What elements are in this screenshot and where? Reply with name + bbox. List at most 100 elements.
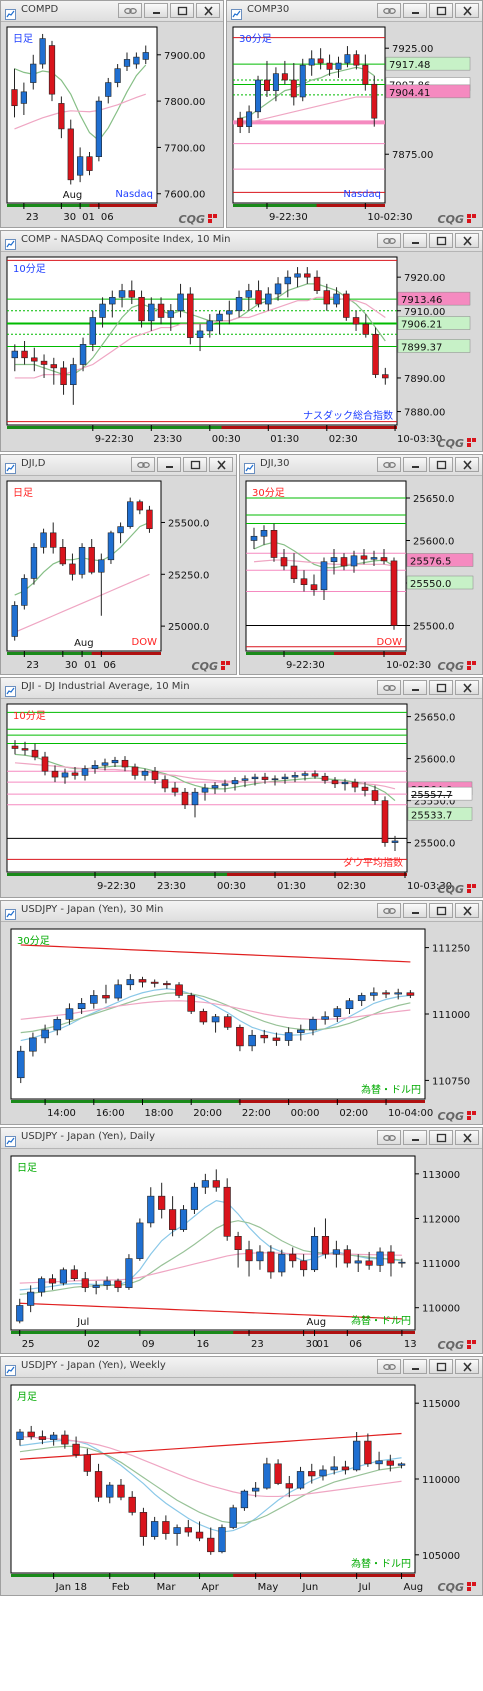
candlestick[interactable] (281, 60, 288, 85)
candlestick[interactable] (284, 270, 292, 298)
candlestick[interactable] (216, 310, 223, 335)
candlestick[interactable] (161, 775, 169, 793)
candlestick[interactable] (151, 767, 159, 784)
candlestick[interactable] (274, 1459, 282, 1486)
window-titlebar[interactable]: COMP30 (227, 1, 482, 22)
candlestick[interactable] (111, 756, 119, 767)
candlestick[interactable] (163, 980, 171, 989)
chart-canvas[interactable]: 7900.00 7800.00 7700.00 7600.00 23 30 01 06 Aug 日… (1, 22, 223, 228)
candlestick[interactable] (131, 763, 139, 780)
candlestick[interactable] (245, 283, 253, 311)
candlestick[interactable] (248, 1029, 256, 1052)
restore-button[interactable] (429, 1359, 453, 1374)
close-button[interactable] (455, 680, 479, 695)
candlestick[interactable] (321, 1218, 330, 1259)
link-button[interactable] (377, 233, 401, 248)
candlestick[interactable] (294, 267, 301, 288)
window-titlebar[interactable]: USDJPY - Japan (Yen), Weekly (1, 1357, 482, 1378)
candlestick[interactable] (40, 528, 47, 554)
candlestick[interactable] (226, 300, 233, 325)
candlestick[interactable] (114, 64, 121, 88)
window-titlebar[interactable]: USDJPY - Japan (Yen), 30 Min (1, 901, 482, 922)
candlestick[interactable] (60, 361, 67, 395)
candlestick[interactable] (406, 990, 415, 999)
candlestick[interactable] (311, 770, 319, 779)
candlestick[interactable] (234, 1231, 242, 1268)
link-button[interactable] (131, 457, 155, 472)
candlestick[interactable] (11, 344, 19, 372)
candlestick[interactable] (341, 1460, 350, 1475)
candlestick[interactable] (128, 1491, 136, 1516)
candlestick[interactable] (397, 1462, 406, 1469)
chart-canvas[interactable]: 111250 111000 110750 14:00 16:00 18:00 20:00 22… (1, 922, 482, 1125)
minimize-button[interactable] (144, 3, 168, 18)
candlestick[interactable] (150, 1516, 159, 1540)
candlestick[interactable] (78, 543, 86, 579)
candlestick[interactable] (38, 1430, 47, 1445)
chart-canvas[interactable]: 25500.0 25250.0 25000.0 23 30 01 06 Aug 日足 DOW CQG (1, 476, 236, 675)
candlestick[interactable] (218, 1524, 226, 1554)
candlestick[interactable] (51, 765, 59, 783)
candlestick[interactable] (31, 347, 38, 372)
candlestick[interactable] (102, 984, 110, 1004)
restore-button[interactable] (429, 903, 453, 918)
candlestick[interactable] (353, 50, 360, 70)
candlestick[interactable] (123, 52, 131, 71)
candlestick[interactable] (371, 75, 378, 127)
candlestick[interactable] (48, 1274, 57, 1290)
minimize-button[interactable] (403, 680, 427, 695)
candlestick[interactable] (291, 772, 299, 783)
candlestick[interactable] (271, 775, 279, 786)
candlestick[interactable] (91, 760, 99, 774)
candlestick[interactable] (255, 75, 262, 119)
close-button[interactable] (209, 457, 233, 472)
candlestick[interactable] (21, 341, 28, 365)
candlestick[interactable] (11, 601, 18, 641)
candlestick[interactable] (37, 1276, 46, 1297)
candlestick[interactable] (142, 45, 149, 65)
candlestick[interactable] (309, 1016, 317, 1036)
candlestick[interactable] (323, 283, 331, 311)
candlestick[interactable] (284, 1027, 293, 1046)
close-button[interactable] (196, 3, 220, 18)
candlestick[interactable] (313, 270, 321, 294)
candlestick[interactable] (357, 992, 366, 1007)
close-button[interactable] (455, 903, 479, 918)
candlestick[interactable] (150, 979, 159, 988)
candlestick[interactable] (370, 987, 378, 1001)
candlestick[interactable] (265, 287, 272, 311)
candlestick[interactable] (391, 835, 399, 851)
candlestick[interactable] (114, 1278, 122, 1293)
candlestick[interactable] (351, 778, 359, 793)
candlestick[interactable] (41, 1024, 49, 1044)
restore-button[interactable] (429, 680, 453, 695)
candlestick[interactable] (296, 1466, 305, 1490)
candlestick[interactable] (360, 549, 368, 565)
candlestick[interactable] (175, 982, 183, 999)
candlestick[interactable] (86, 152, 93, 176)
candlestick[interactable] (184, 1519, 192, 1537)
candlestick[interactable] (211, 1014, 220, 1033)
candlestick[interactable] (223, 1014, 232, 1030)
candlestick[interactable] (260, 525, 268, 545)
candlestick[interactable] (237, 111, 244, 134)
link-button[interactable] (377, 3, 401, 18)
candlestick[interactable] (61, 768, 69, 784)
candlestick[interactable] (285, 1475, 293, 1498)
candlestick[interactable] (326, 54, 333, 76)
candlestick[interactable] (212, 1169, 220, 1192)
candlestick[interactable] (290, 553, 298, 583)
candlestick[interactable] (50, 522, 57, 554)
candlestick[interactable] (261, 772, 269, 784)
candlestick[interactable] (317, 48, 324, 70)
candlestick[interactable] (70, 357, 77, 405)
chart-canvas[interactable]: 25650.025600.025550.025500.025564.025557… (1, 699, 482, 898)
candlestick[interactable] (289, 1247, 297, 1268)
candlestick[interactable] (382, 990, 390, 999)
candlestick[interactable] (361, 782, 369, 797)
candlestick[interactable] (167, 304, 175, 331)
candlestick[interactable] (29, 1032, 37, 1057)
candlestick[interactable] (274, 277, 282, 301)
candlestick[interactable] (103, 1276, 111, 1290)
candlestick[interactable] (20, 82, 27, 115)
